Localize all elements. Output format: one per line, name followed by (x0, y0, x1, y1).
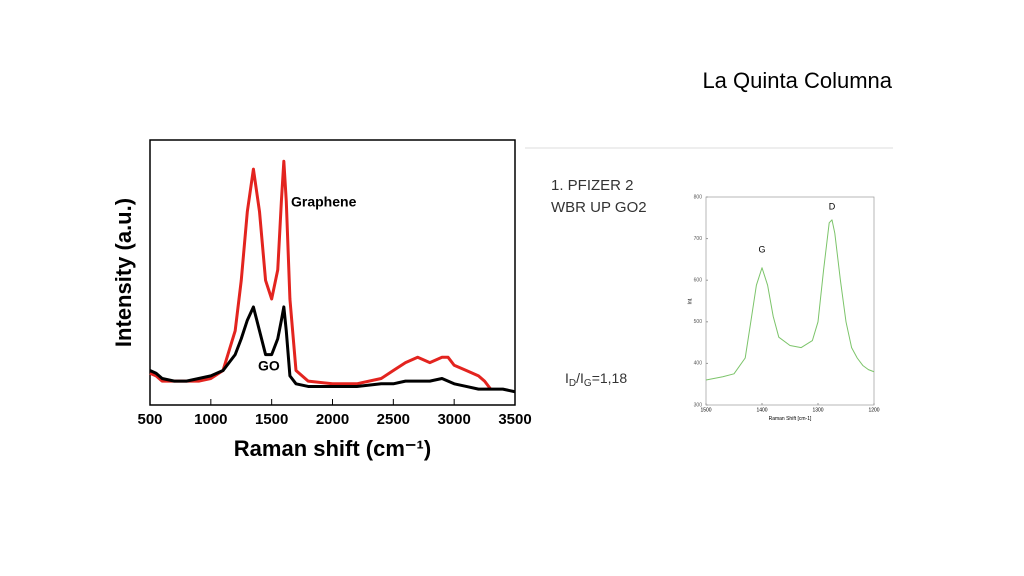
annotation: GO (258, 358, 280, 374)
annotation: D (829, 201, 836, 211)
y-axis-label: Int. (687, 298, 693, 305)
x-tick-label: 3500 (498, 411, 531, 428)
ratio-part: G (584, 378, 592, 389)
annotation: Graphene (291, 194, 357, 210)
x-tick-label: 1300 (812, 407, 823, 413)
ratio-part: D (569, 378, 576, 389)
x-tick-label: 1400 (756, 407, 767, 413)
x-axis-label: Raman shift (cm⁻¹) (234, 436, 431, 461)
x-tick-label: 2000 (316, 411, 349, 428)
x-tick-label: 2500 (377, 411, 410, 428)
plot-frame (705, 196, 875, 406)
x-tick-label: 1000 (194, 411, 227, 428)
series-line (705, 219, 875, 381)
plot-frame (149, 139, 516, 406)
ratio: ID/IG=1,18 (565, 370, 627, 389)
y-tick-label: 600 (694, 278, 703, 284)
x-tick-label: 1500 (700, 407, 711, 413)
ratio-part: =1,18 (592, 370, 628, 386)
x-tick-label: 1200 (868, 407, 879, 413)
slide-title: La Quinta Columna (702, 68, 892, 93)
x-tick-label: 500 (137, 411, 162, 428)
ratio-part: I (565, 370, 569, 386)
series-line (149, 305, 516, 394)
ratio-part: /I (576, 370, 584, 386)
y-tick-label: 500 (694, 319, 703, 325)
x-tick-label: 3000 (437, 411, 470, 428)
y-tick-label: 300 (694, 402, 703, 408)
y-axis-label: Intensity (a.u.) (111, 198, 136, 347)
note-line: WBR UP GO2 (551, 199, 647, 216)
y-tick-label: 800 (694, 194, 703, 200)
series-line (149, 159, 492, 391)
x-tick-label: 1500 (255, 411, 288, 428)
y-tick-label: 400 (694, 361, 703, 367)
note-line: 1. PFIZER 2 (551, 177, 634, 194)
y-tick-label: 700 (694, 236, 703, 242)
x-axis-label: Raman Shift [cm-1] (769, 416, 812, 422)
annotation: G (758, 244, 765, 254)
